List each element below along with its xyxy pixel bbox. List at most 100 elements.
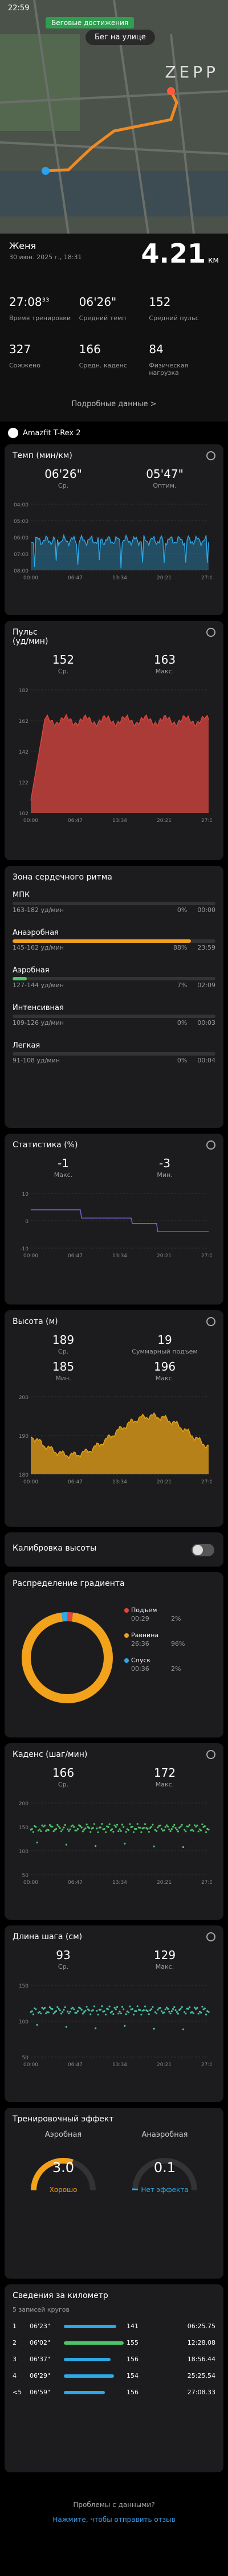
zoom-button[interactable] <box>206 1140 215 1150</box>
zone-name: МПК <box>13 891 30 899</box>
point <box>82 1830 84 1833</box>
point <box>184 1829 186 1831</box>
zoom-button[interactable] <box>206 451 215 460</box>
details-link[interactable]: Подробные данные > <box>0 393 228 422</box>
summary-item: 84 Физическая нагрузка <box>149 336 219 390</box>
stat-label: Ср. <box>58 1348 69 1355</box>
y-tick-label: 150 <box>19 1825 28 1831</box>
point <box>119 2010 121 2013</box>
zoom-button[interactable] <box>206 628 215 637</box>
donut-segment <box>22 1612 113 1703</box>
stat-value: 06'26" <box>44 467 82 481</box>
zoom-button[interactable] <box>206 1932 215 1941</box>
point <box>87 2008 89 2010</box>
y-tick-label: 162 <box>19 719 28 725</box>
x-tick-label: 20:21 <box>157 1479 172 1485</box>
effect: Аэробная 3.0 Хорошо <box>13 2131 114 2194</box>
point <box>164 2008 166 2010</box>
point <box>42 2007 44 2010</box>
stats-grid: 93 Ср. 129 Макс. <box>13 1948 215 1970</box>
point <box>157 2009 159 2011</box>
x-tick-label: 00:00 <box>23 1880 38 1886</box>
card-title: Тренировочный эффект <box>13 2115 114 2124</box>
point <box>68 1830 70 1832</box>
y-tick-label: 08:00 <box>14 569 28 574</box>
point <box>103 2010 105 2013</box>
summary-value: 84 <box>149 342 164 356</box>
spacer <box>171 1657 194 1664</box>
effect-value: 0.1 <box>153 2160 176 2176</box>
x-tick-label: 27:08 <box>201 1253 212 1259</box>
start-point <box>42 167 50 175</box>
card-title: Длина шага (см) <box>13 1932 83 1941</box>
x-tick-label: 13:34 <box>112 1880 127 1886</box>
point <box>124 1842 126 1845</box>
point <box>181 1823 183 1826</box>
zoom-button[interactable] <box>206 1750 215 1759</box>
point <box>131 1825 133 1828</box>
point <box>180 1825 182 1827</box>
point <box>173 1823 176 1826</box>
split-time: 25:25.54 <box>187 2372 215 2379</box>
stat-label: Макс. <box>155 1963 174 1970</box>
split-row: 2 06'02" 155 12:28.08 <box>13 2339 215 2346</box>
workout-mode[interactable]: Бег на улице <box>85 30 155 45</box>
legend-dot <box>124 1658 129 1663</box>
point <box>47 2011 50 2014</box>
x-tick-label: 20:21 <box>157 2062 172 2068</box>
split-pace: 06'23" <box>30 2323 51 2330</box>
spacer <box>124 1640 131 1647</box>
point <box>60 1830 63 1833</box>
y-tick-label: 150 <box>19 1984 28 1989</box>
summary-sup: 33 <box>42 297 50 304</box>
point <box>58 2007 60 2010</box>
point <box>177 2013 180 2015</box>
line <box>31 1209 209 1232</box>
x-tick-label: 20:21 <box>157 818 172 824</box>
point <box>76 1827 79 1830</box>
point <box>113 2006 116 2009</box>
card-title: Распределение градиента <box>13 1579 125 1588</box>
stat-value: -3 <box>159 1156 170 1170</box>
point <box>167 1825 169 1828</box>
calibration-toggle[interactable] <box>192 1544 214 1556</box>
point <box>70 1825 72 1827</box>
point <box>156 1830 158 1833</box>
point <box>176 1829 178 1831</box>
feedback-link[interactable]: Нажмите, чтобы отправить отзыв <box>52 2516 176 2524</box>
point <box>159 1824 161 1827</box>
point <box>165 1824 168 1826</box>
point <box>82 2013 84 2015</box>
point <box>145 1827 148 1829</box>
map-banner[interactable]: Беговые достижения <box>46 17 135 28</box>
point <box>160 2010 163 2013</box>
point <box>108 2005 111 2007</box>
point <box>101 1823 103 1825</box>
point <box>145 2009 148 2011</box>
y-tick-label: 07:00 <box>14 552 28 558</box>
stat-value: 189 <box>52 1333 75 1347</box>
x-tick-label: 20:21 <box>157 1880 172 1886</box>
zone-range: 127-144 уд/мин <box>13 982 64 989</box>
road <box>170 34 195 234</box>
split-bar <box>64 2357 111 2361</box>
point <box>111 1828 113 1830</box>
spacer <box>124 1665 131 1673</box>
summary-label: Физическая нагрузка <box>149 361 189 377</box>
stat: 163 Макс. <box>114 653 215 675</box>
point <box>174 2009 177 2011</box>
stat-value: 166 <box>52 1766 75 1780</box>
point <box>107 2008 109 2011</box>
y-tick-label: 200 <box>19 1801 28 1807</box>
split-hr: 154 <box>127 2372 139 2379</box>
point <box>96 1827 98 1830</box>
statistics-card: Статистика (%) -1 Макс. -3 Мин. 10 0 -10 00:00 06… <box>5 1134 223 1305</box>
zoom-button[interactable] <box>206 1317 215 1326</box>
point <box>121 1823 124 1826</box>
point <box>124 2025 126 2027</box>
point <box>154 2011 156 2013</box>
map-view[interactable]: 22:59 Беговые достижения Бег на улице ZEPP <box>0 0 228 234</box>
card-title: Пульс (уд/мин) <box>13 628 48 646</box>
